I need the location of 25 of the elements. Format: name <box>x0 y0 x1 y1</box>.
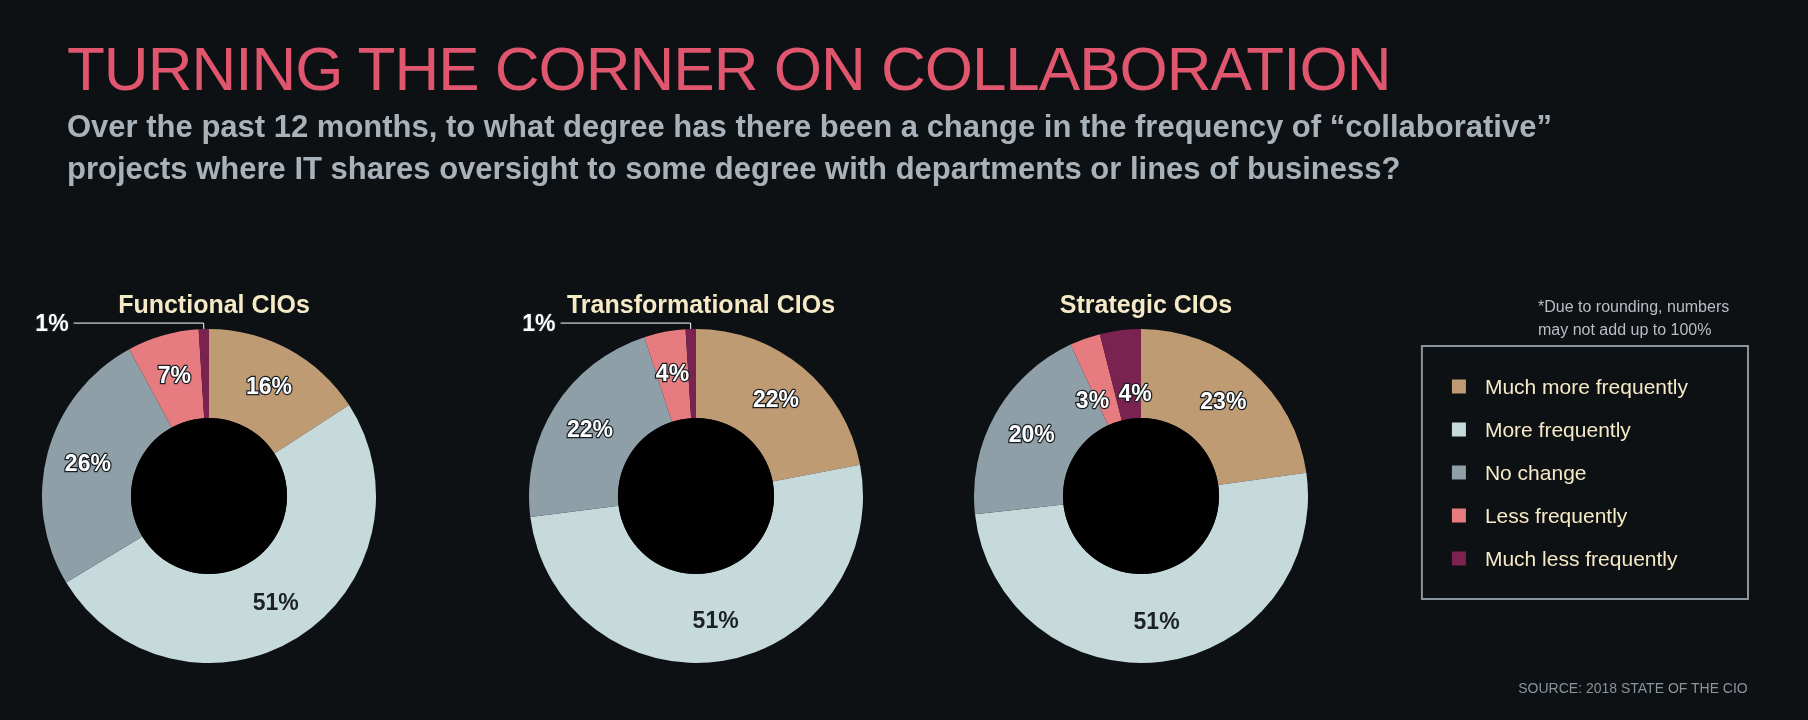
data-label: 51% <box>1133 607 1180 634</box>
legend-label: Much less frequently <box>1484 547 1678 570</box>
data-label: 7% <box>157 362 191 389</box>
text: TURNING THE CORNER ON COLLABORATION <box>67 34 1392 103</box>
text: Over the past 12 months, to what degree has there been a change in the frequency of “collaborative” projects where IT shares oversight to some degree with departments or lines of business? <box>67 108 1553 188</box>
data-label: 4% <box>1118 380 1152 407</box>
data-label: 26% <box>64 450 111 477</box>
data-label: 22% <box>567 415 614 442</box>
data-label: 22% <box>752 386 800 413</box>
data-label: 1% <box>522 310 556 337</box>
text: *Due to rounding, numbers may not add up to 100% <box>1538 298 1734 338</box>
data-label: 51% <box>252 589 299 616</box>
data-label: 51% <box>692 606 739 633</box>
chart-title: Strategic CIOs <box>1059 289 1233 318</box>
data-label: 16% <box>245 372 292 399</box>
legend-label: Much more frequently <box>1484 375 1689 398</box>
legend-label: More frequently <box>1484 418 1632 441</box>
chart-title: Transformational CIOs <box>566 289 836 318</box>
data-label: 1% <box>35 310 69 337</box>
chart-title: Functional CIOs <box>118 289 310 318</box>
data-label: 23% <box>1200 388 1247 415</box>
legend-label: No change <box>1484 461 1587 484</box>
data-label: 20% <box>1008 421 1055 448</box>
source-note: SOURCE: 2018 STATE OF THE CIO <box>1518 679 1748 696</box>
legend-label: Less frequently <box>1484 504 1628 527</box>
